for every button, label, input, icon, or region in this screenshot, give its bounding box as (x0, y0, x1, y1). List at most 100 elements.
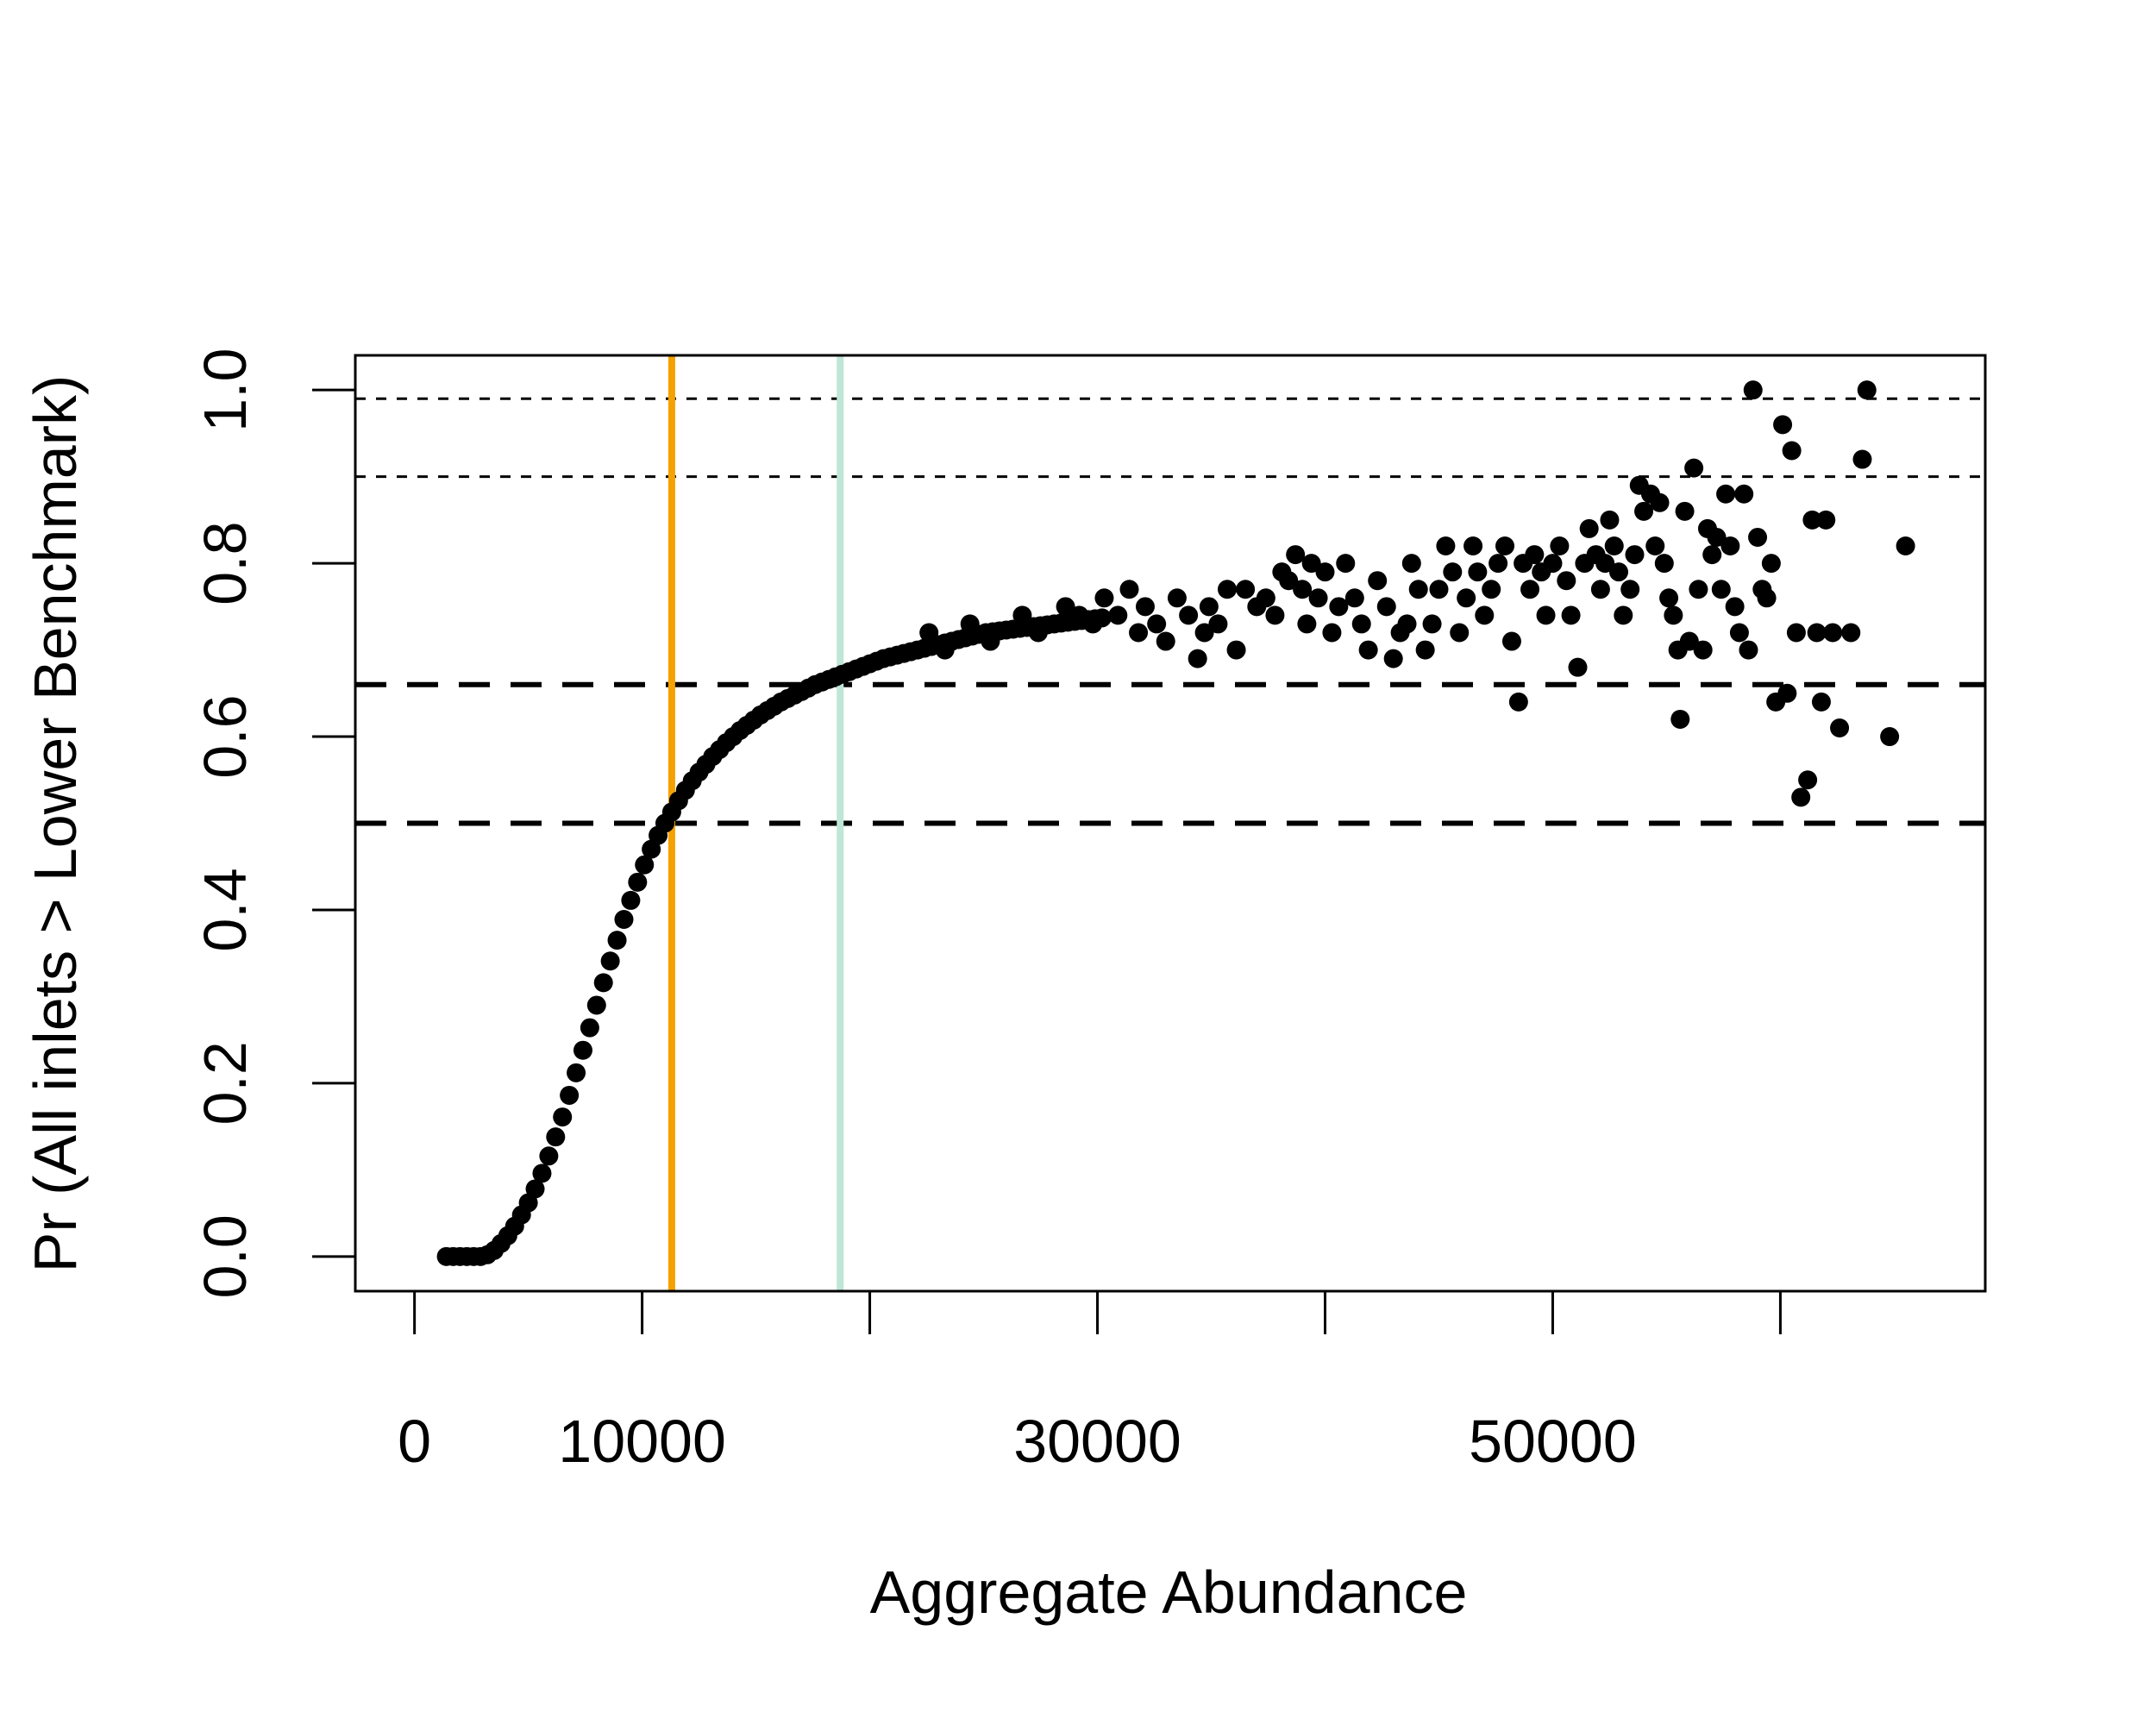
data-point (1725, 597, 1745, 617)
data-point (1896, 536, 1915, 556)
data-point (1422, 614, 1442, 634)
data-point (1654, 554, 1674, 574)
data-point (1236, 580, 1256, 599)
data-point (1468, 562, 1488, 582)
data-point (1802, 510, 1822, 530)
data-point (1443, 562, 1463, 582)
data-point (1408, 580, 1428, 599)
data-point (1782, 441, 1802, 461)
data-point (1156, 631, 1175, 651)
data-point (1329, 597, 1349, 617)
data-point (600, 951, 620, 971)
data-point (1450, 623, 1470, 643)
data-point (1457, 588, 1476, 608)
data-point (1550, 536, 1570, 556)
data-point (1543, 554, 1563, 574)
data-point (1397, 614, 1417, 634)
data-point (1773, 415, 1793, 435)
data-point (1012, 605, 1032, 625)
data-point (1816, 510, 1836, 530)
data-point (1830, 718, 1850, 737)
data-point (1689, 580, 1708, 599)
data-point (1436, 536, 1456, 556)
data-point (1256, 588, 1275, 608)
y-axis: 0.0 0.2 0.4 0.6 0.8 1.0 (191, 348, 355, 1298)
data-point (553, 1107, 573, 1127)
data-point (1167, 588, 1187, 608)
data-point (1716, 484, 1736, 504)
data-point (1351, 614, 1371, 634)
data-point (1702, 545, 1722, 565)
y-tick-label: 1.0 (191, 348, 259, 432)
data-point (1322, 623, 1342, 643)
data-point (532, 1164, 552, 1183)
data-point (1600, 510, 1620, 530)
data-point (1482, 580, 1501, 599)
data-point (1119, 580, 1139, 599)
data-point (1358, 640, 1378, 660)
data-point (1757, 588, 1777, 608)
data-point (1852, 449, 1872, 469)
data-point (1401, 554, 1421, 574)
data-point (1508, 692, 1528, 712)
data-point (1857, 380, 1877, 400)
data-point (1525, 545, 1545, 565)
data-point (607, 931, 627, 950)
data-point (1135, 597, 1155, 617)
data-point (1561, 605, 1581, 625)
y-tick-label: 0.0 (191, 1214, 259, 1298)
data-point (1650, 492, 1670, 512)
data-point (1108, 605, 1128, 625)
data-point (621, 890, 641, 910)
y-tick-label: 0.2 (191, 1041, 259, 1125)
data-point (1286, 545, 1306, 565)
data-point (1595, 554, 1615, 574)
data-point (1501, 631, 1521, 651)
data-point (1777, 683, 1797, 703)
y-tick-label: 0.6 (191, 694, 259, 778)
data-point (1634, 501, 1654, 521)
data-point (1297, 614, 1317, 634)
data-point (1664, 605, 1683, 625)
data-point (1083, 614, 1103, 634)
data-point (1679, 631, 1699, 651)
data-point (1199, 597, 1219, 617)
data-point (1293, 580, 1313, 599)
data-point (1344, 588, 1364, 608)
data-point (573, 1040, 592, 1060)
data-point (1823, 623, 1843, 643)
x-tick-label: 50000 (1469, 1408, 1637, 1475)
data-point (1279, 571, 1299, 591)
data-point (960, 614, 980, 634)
data-point (1675, 501, 1695, 521)
data-point (1720, 536, 1740, 556)
y-axis-title: Pr (All inlets > Lower Benchmark) (22, 375, 89, 1273)
data-point (1707, 527, 1727, 547)
data-point (1645, 536, 1665, 556)
data-point (1880, 727, 1900, 747)
data-point (1376, 597, 1396, 617)
data-point (635, 855, 655, 875)
data-point (614, 910, 634, 930)
data-point (546, 1127, 566, 1147)
data-point (628, 872, 648, 892)
data-point (1069, 605, 1089, 625)
data-point (1489, 554, 1508, 574)
data-point (1590, 580, 1610, 599)
data-point (1729, 623, 1749, 643)
data-point (525, 1179, 545, 1199)
data-point (1579, 518, 1599, 538)
data-point (1734, 484, 1754, 504)
data-point (567, 1063, 586, 1082)
data-point (1604, 536, 1624, 556)
data-point (1693, 640, 1713, 660)
data-point (1798, 770, 1818, 790)
data-point (1743, 380, 1763, 400)
data-point (1761, 554, 1781, 574)
data-point (981, 631, 1000, 651)
data-point (1670, 709, 1690, 729)
data-point (539, 1146, 559, 1166)
data-point (1568, 657, 1588, 677)
